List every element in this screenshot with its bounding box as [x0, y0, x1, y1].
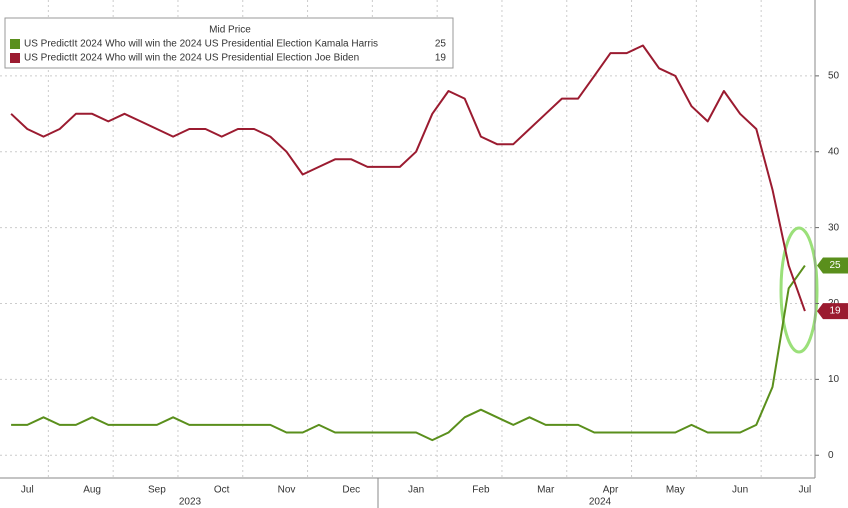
x-tick-label: Sep: [148, 485, 166, 496]
year-label: 2024: [589, 497, 612, 508]
x-tick-label: Jul: [799, 485, 812, 496]
y-tick-label: 40: [828, 146, 840, 157]
legend: Mid Price US PredictIt 2024 Who will win …: [4, 17, 454, 69]
x-tick-label: Jun: [732, 485, 748, 496]
x-tick-label: Oct: [214, 485, 230, 496]
y-tick-label: 50: [828, 71, 840, 82]
last-value-label: 19: [829, 306, 841, 317]
legend-box: [4, 17, 454, 69]
legend-value: 25: [435, 39, 447, 50]
y-tick-label: 10: [828, 374, 840, 385]
x-tick-label: Aug: [83, 485, 101, 496]
series-line: [10, 44, 806, 312]
year-label: 2023: [179, 497, 202, 508]
series-line: [11, 265, 806, 442]
x-tick-label: Feb: [472, 485, 490, 496]
x-tick-label: Jan: [408, 485, 424, 496]
y-tick-label: 30: [828, 222, 840, 233]
x-tick-label: Dec: [342, 485, 360, 496]
highlight-ellipse: [779, 226, 819, 354]
last-value-tag: [817, 303, 848, 320]
y-tick-label: 0: [828, 450, 834, 461]
legend-title: Mid Price: [209, 25, 251, 36]
legend-swatch: [10, 39, 20, 49]
legend-label: US PredictIt 2024 Who will win the 2024 …: [24, 53, 359, 64]
last-value-label: 25: [829, 260, 841, 271]
x-tick-label: May: [666, 485, 685, 496]
legend-label: US PredictIt 2024 Who will win the 2024 …: [24, 39, 378, 50]
last-value-tag: [817, 257, 848, 274]
x-tick-label: Jul: [21, 485, 34, 496]
x-tick-label: Mar: [537, 485, 555, 496]
legend-swatch: [10, 53, 20, 63]
x-tick-label: Nov: [278, 485, 296, 496]
legend-value: 19: [435, 53, 447, 64]
grid-layer: [0, 0, 815, 478]
x-tick-label: Apr: [603, 485, 619, 496]
